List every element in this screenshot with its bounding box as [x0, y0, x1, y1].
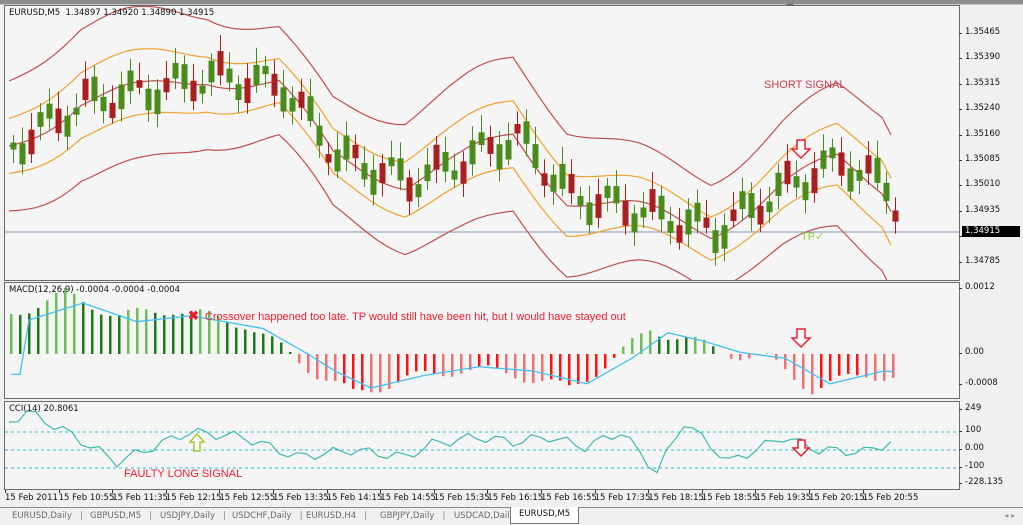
axis-tick: 100 — [961, 425, 981, 435]
short-signal-label: SHORT SIGNAL — [764, 79, 846, 91]
axis-tick: 1.35240 — [961, 103, 1000, 113]
time-label: 15 Feb 12:55 — [219, 493, 275, 503]
axis-tick: 1.35315 — [961, 78, 1000, 88]
tab-gbpusd-m5[interactable]: GBPUSD,M5 — [82, 509, 149, 524]
tp-text: TP — [801, 231, 815, 243]
axis-tick: 1.34785 — [961, 256, 1000, 266]
time-label: 15 Feb 18:15 — [648, 493, 704, 503]
time-label: 15 Feb 10:55 — [59, 493, 115, 503]
axis-tick: -228.135 — [961, 477, 1003, 487]
time-label: 15 Feb 15:35 — [434, 493, 490, 503]
tab-eurusd-daily[interactable]: EURUSD,Daily — [4, 509, 80, 524]
time-label: 15 Feb 16:55 — [541, 493, 597, 503]
check-icon: ✓ — [815, 231, 824, 243]
axis-tick: 1.34935 — [961, 205, 1000, 215]
cci-axis[interactable]: 249 100 0.00 -100 -228.135 — [961, 401, 1023, 490]
tab-eurusd-m5[interactable]: EURUSD,M5 — [510, 507, 579, 524]
current-price-label: 1.34915 — [962, 226, 1020, 237]
macd-label: MACD(12,26,9) -0.0004 -0.0004 -0.0004 — [9, 285, 180, 295]
tab-usdchf-daily[interactable]: USDCHF,Daily — [224, 509, 300, 524]
tab-scroll-arrows[interactable]: ◂ ▸ — [1004, 511, 1015, 520]
chart-window: EURUSD,M5 1.34897 1.34920 1.34890 1.3491… — [0, 0, 1023, 507]
axis-tick: 1.35010 — [961, 179, 1000, 189]
axis-tick: 1.35160 — [961, 129, 1000, 139]
time-label: 15 Feb 18:55 — [702, 493, 758, 503]
price-chart-pane[interactable]: EURUSD,M5 1.34897 1.34920 1.34890 1.3491… — [4, 5, 960, 281]
symbol-header: EURUSD,M5 1.34897 1.34920 1.34890 1.3491… — [9, 8, 214, 18]
time-label: 15 Feb 14:15 — [327, 493, 383, 503]
time-label: 15 Feb 13:35 — [273, 493, 329, 503]
axis-tick: 1.35465 — [961, 27, 1000, 37]
axis-tick: -100 — [961, 461, 984, 471]
time-label: 15 Feb 16:15 — [487, 493, 543, 503]
time-label: 15 Feb 20:15 — [809, 493, 865, 503]
time-label: 15 Feb 12:15 — [166, 493, 222, 503]
crossover-note-text: Crossover happened too late. TP would st… — [205, 311, 626, 323]
cci-pane[interactable]: CCI(14) 20.8061 FAULTY LONG SIGNAL — [4, 401, 960, 490]
faulty-long-signal-label: FAULTY LONG SIGNAL — [124, 468, 242, 480]
macd-histogram — [5, 283, 960, 399]
time-label: 15 Feb 20:55 — [863, 493, 919, 503]
time-label: 15 Feb 2011 — [5, 493, 58, 503]
price-axis[interactable]: 1.35465 1.35390 1.35315 1.35240 1.35160 1.350… — [961, 5, 1023, 281]
tab-usdjpy-daily[interactable]: USDJPY,Daily — [152, 509, 223, 524]
axis-tick: 0.00 — [961, 347, 984, 357]
axis-tick: 0.00 — [961, 443, 984, 453]
time-label: 15 Feb 19:35 — [755, 493, 811, 503]
axis-tick: 0.0012 — [961, 282, 995, 292]
chart-tab-bar: ◂ ▸ EURUSD,DailyGBPUSD,M5USDJPY,DailyUSD… — [0, 507, 1023, 525]
cci-label: CCI(14) 20.8061 — [9, 404, 79, 414]
axis-tick: 1.35390 — [961, 52, 1000, 62]
macd-pane[interactable]: MACD(12,26,9) -0.0004 -0.0004 -0.0004 ✖ C… — [4, 282, 960, 399]
x-mark-icon: ✖ — [188, 308, 199, 323]
tab-gbpjpy-daily[interactable]: GBPJPY,Daily — [372, 509, 442, 524]
axis-tick: 249 — [961, 403, 981, 413]
axis-tick: -0.0008 — [961, 378, 998, 388]
crossover-note: ✖ Crossover happened too late. TP would s… — [188, 308, 626, 324]
tab-eurusd-h4[interactable]: EURUSD,H4 — [298, 509, 364, 524]
time-label: 15 Feb 17:35 — [595, 493, 651, 503]
time-label: 15 Feb 11:35 — [112, 493, 168, 503]
macd-axis[interactable]: 0.0012 0.00 -0.0008 — [961, 282, 1023, 399]
axis-tick: 1.35085 — [961, 154, 1000, 164]
tp-label: TP✓ — [801, 230, 824, 243]
time-label: 15 Feb 14:55 — [380, 493, 436, 503]
